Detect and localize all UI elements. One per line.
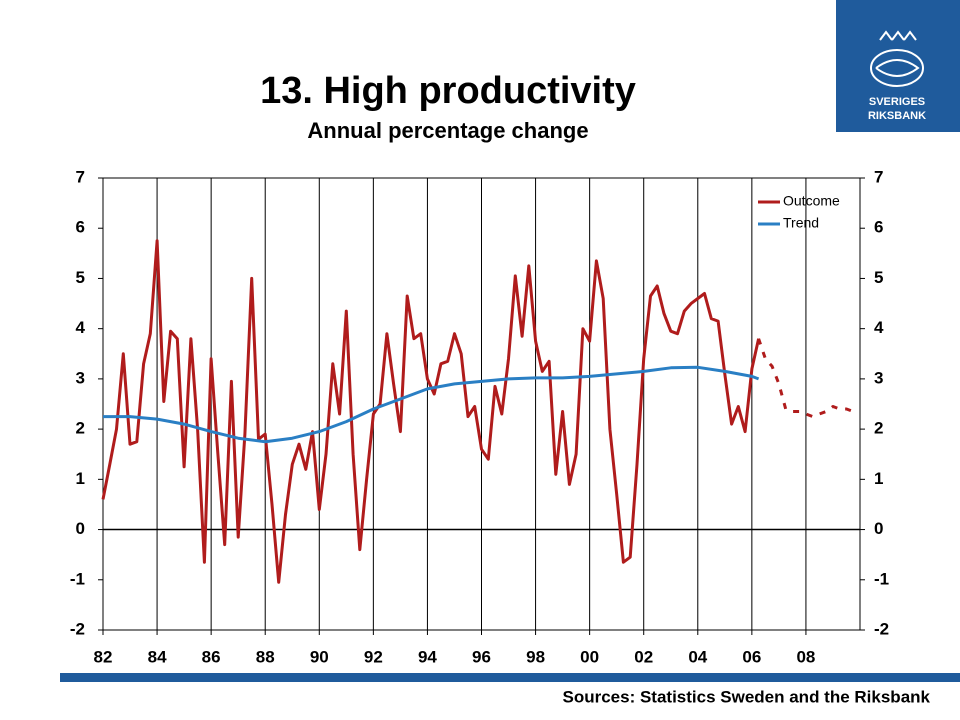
x-tick-label: 86 [202, 647, 221, 666]
logo-emblem [870, 30, 924, 87]
logo-box [836, 0, 960, 132]
y2-tick-label: -2 [874, 619, 889, 638]
x-tick-label: 92 [364, 647, 383, 666]
y2-tick-label: 2 [874, 419, 883, 438]
y2-tick-label: 0 [874, 519, 883, 538]
y-tick-label: 6 [76, 218, 85, 237]
x-tick-label: 90 [310, 647, 329, 666]
y2-tick-label: 4 [874, 318, 884, 337]
y-tick-label: 0 [76, 519, 85, 538]
y-tick-label: 4 [76, 318, 86, 337]
y2-tick-label: 6 [874, 218, 883, 237]
x-tick-label: 88 [256, 647, 275, 666]
source: Sources: Statistics Sweden and the Riksb… [562, 687, 930, 706]
series-line [101, 239, 761, 584]
chart-subtitle: Annual percentage change [307, 118, 588, 143]
logo-text: SVERIGES [869, 96, 925, 108]
y2-tick-label: 7 [874, 167, 883, 186]
y2-tick-label: 5 [874, 268, 883, 287]
x-tick-label: 06 [742, 647, 761, 666]
x-tick-label: 00 [580, 647, 599, 666]
legend-label: Outcome [783, 193, 840, 209]
series-line [103, 365, 760, 444]
y2-tick-label: 1 [874, 469, 883, 488]
x-tick-label: 94 [418, 647, 437, 666]
footer-bar [60, 673, 960, 682]
chart-title: 13. High productivity [260, 70, 636, 112]
y2-tick-label: -1 [874, 569, 889, 588]
x-tick-label: 96 [472, 647, 491, 666]
x-tick-label: 08 [796, 647, 815, 666]
logo-text: RIKSBANK [868, 110, 926, 122]
y-tick-label: 7 [76, 167, 85, 186]
x-tick-label: 04 [688, 647, 707, 666]
y-tick-label: 5 [76, 268, 85, 287]
y-tick-label: -2 [70, 619, 85, 638]
legend-label: Trend [783, 215, 819, 231]
y-tick-label: -1 [70, 569, 85, 588]
x-tick-label: 98 [526, 647, 545, 666]
y2-tick-label: 3 [874, 368, 883, 387]
y-tick-label: 1 [76, 469, 85, 488]
y-tick-label: 3 [76, 368, 85, 387]
x-tick-label: 02 [634, 647, 653, 666]
y-tick-label: 2 [76, 419, 85, 438]
x-tick-label: 84 [148, 647, 167, 666]
x-tick-label: 82 [94, 647, 113, 666]
